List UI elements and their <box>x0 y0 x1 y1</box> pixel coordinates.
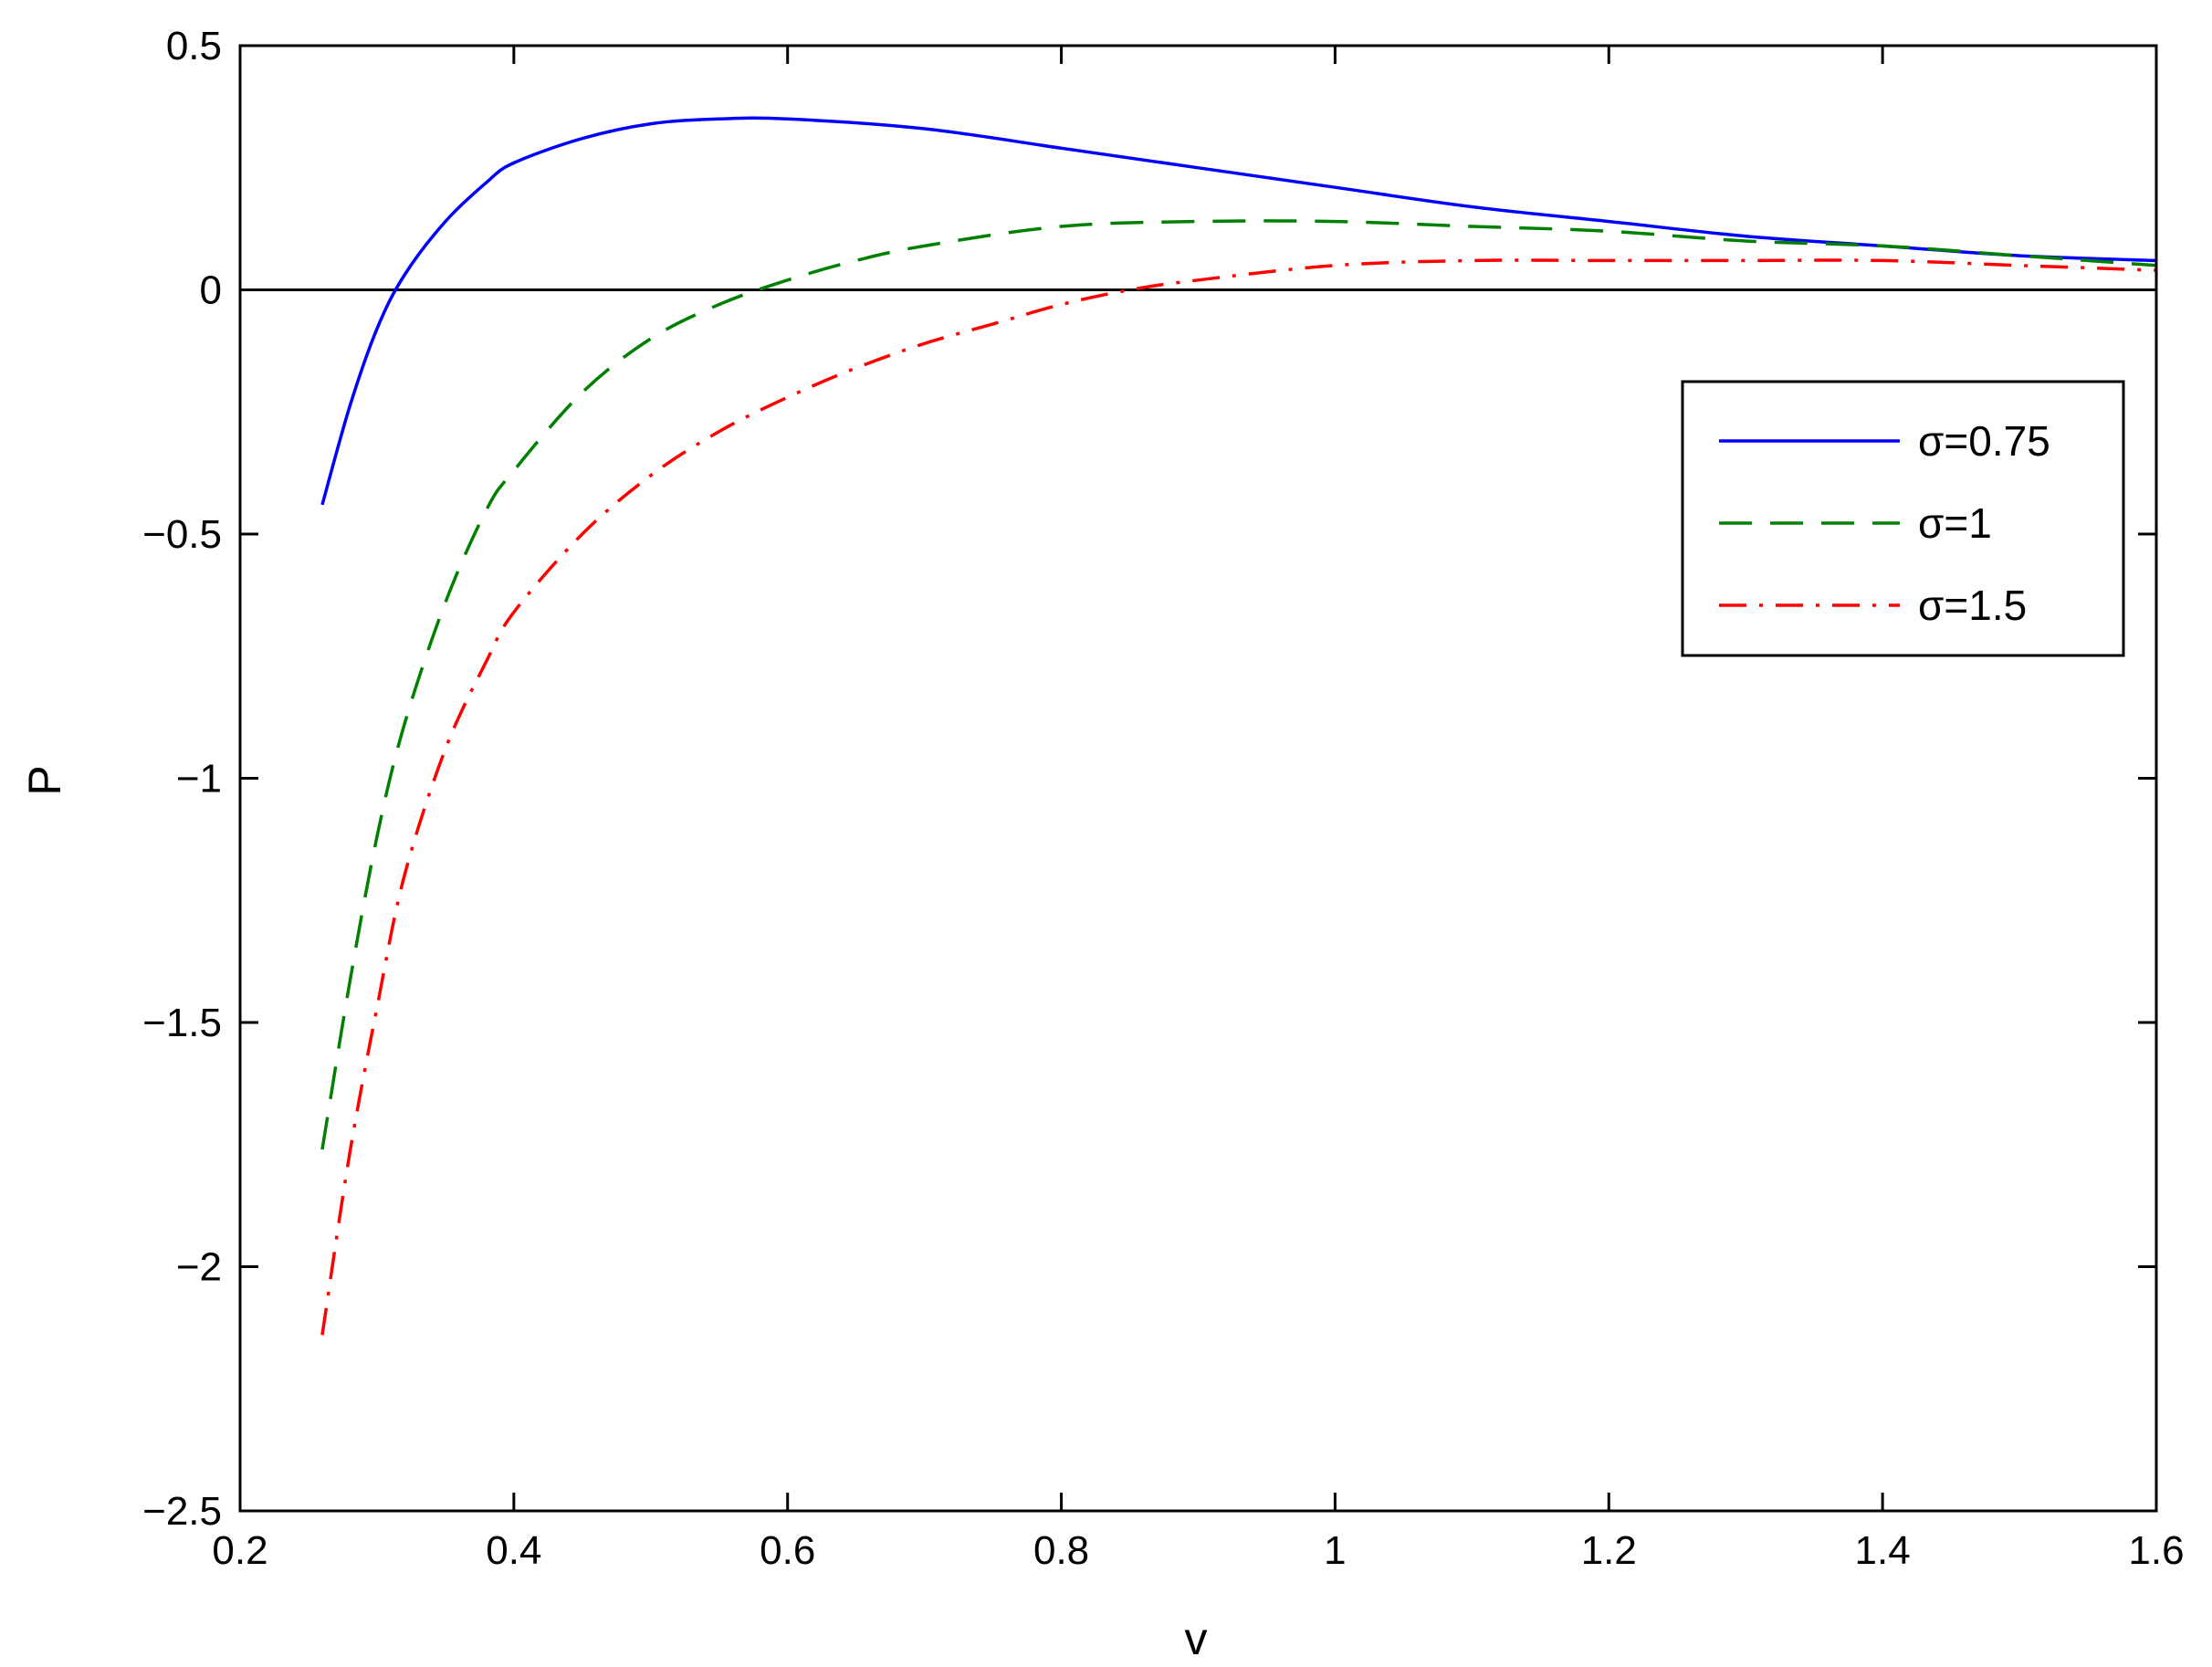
y-tick-label: −0.5 <box>142 512 222 557</box>
x-tick-label: 1.6 <box>2128 1528 2184 1573</box>
legend: σ=0.75 σ=1 σ=1.5 <box>1681 380 2125 657</box>
y-tick-label: 0.5 <box>166 24 222 68</box>
legend-label-3: σ=1.5 <box>1918 582 2027 629</box>
plot-area <box>240 116 2157 1336</box>
y-tick-label: −2.5 <box>142 1489 222 1534</box>
x-tick-label: 0.6 <box>760 1528 815 1573</box>
y-tick-label: −1.5 <box>142 1001 222 1045</box>
series-line-2 <box>320 219 2157 1150</box>
legend-label-2: σ=1 <box>1918 499 1992 547</box>
x-tick-label: 1 <box>1324 1528 1346 1573</box>
x-tick-label: 0.2 <box>212 1528 267 1573</box>
y-tick-label: −1 <box>176 757 222 802</box>
axes: 0.2 0.4 0.6 0.8 1 1.2 1.4 1.6 −2.5 −2 −1.5 −1 −0.5 0 0… <box>142 24 2184 1573</box>
x-axis-label: v <box>1185 1613 1208 1664</box>
y-tick-label: −2 <box>176 1245 222 1290</box>
y-tick-label: 0 <box>200 268 222 313</box>
series-line-1 <box>320 116 2157 506</box>
legend-label-1: σ=0.75 <box>1918 417 2050 465</box>
x-tick-label: 1.4 <box>1855 1528 1911 1573</box>
x-tick-label: 0.4 <box>486 1528 541 1573</box>
x-tick-label: 0.8 <box>1033 1528 1089 1573</box>
y-axis-label: P <box>19 765 70 795</box>
x-tick-label: 1.2 <box>1581 1528 1637 1573</box>
legend-box <box>1681 380 2125 657</box>
